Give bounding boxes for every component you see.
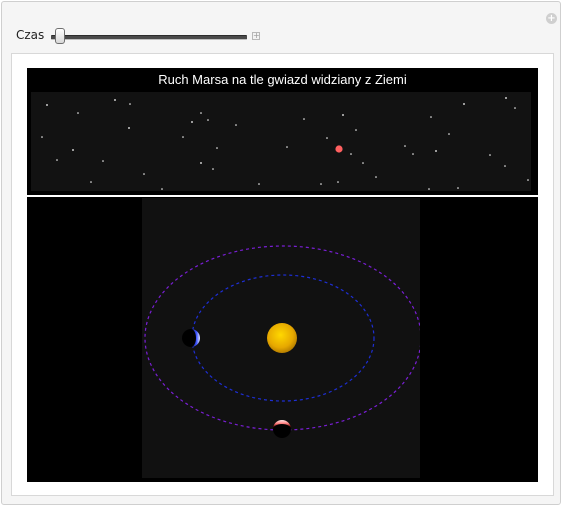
graphic-canvas: Ruch Marsa na tle gwiazd widziany z Ziem… — [27, 68, 538, 482]
orbit-diagram — [144, 245, 422, 438]
controls-area: Czas + + — [2, 2, 560, 52]
orbit-panel — [142, 198, 422, 478]
stars — [41, 97, 529, 190]
star-field — [41, 97, 529, 190]
time-slider-thumb[interactable] — [54, 28, 65, 44]
plus-circle-icon[interactable]: + — [546, 13, 557, 24]
earth-orbit — [191, 274, 375, 402]
graphic-title: Ruch Marsa na tle gwiazd widziany z Ziem… — [158, 72, 407, 87]
slider-expand-button[interactable]: + — [252, 31, 260, 40]
star-sky-panel — [31, 92, 531, 191]
section-divider — [27, 195, 538, 197]
earth — [182, 329, 200, 347]
mars-sky-marker — [335, 145, 343, 153]
mars — [273, 420, 291, 438]
sun — [267, 323, 297, 353]
time-slider-track[interactable] — [51, 35, 247, 40]
slider-label: Czas — [16, 28, 45, 42]
